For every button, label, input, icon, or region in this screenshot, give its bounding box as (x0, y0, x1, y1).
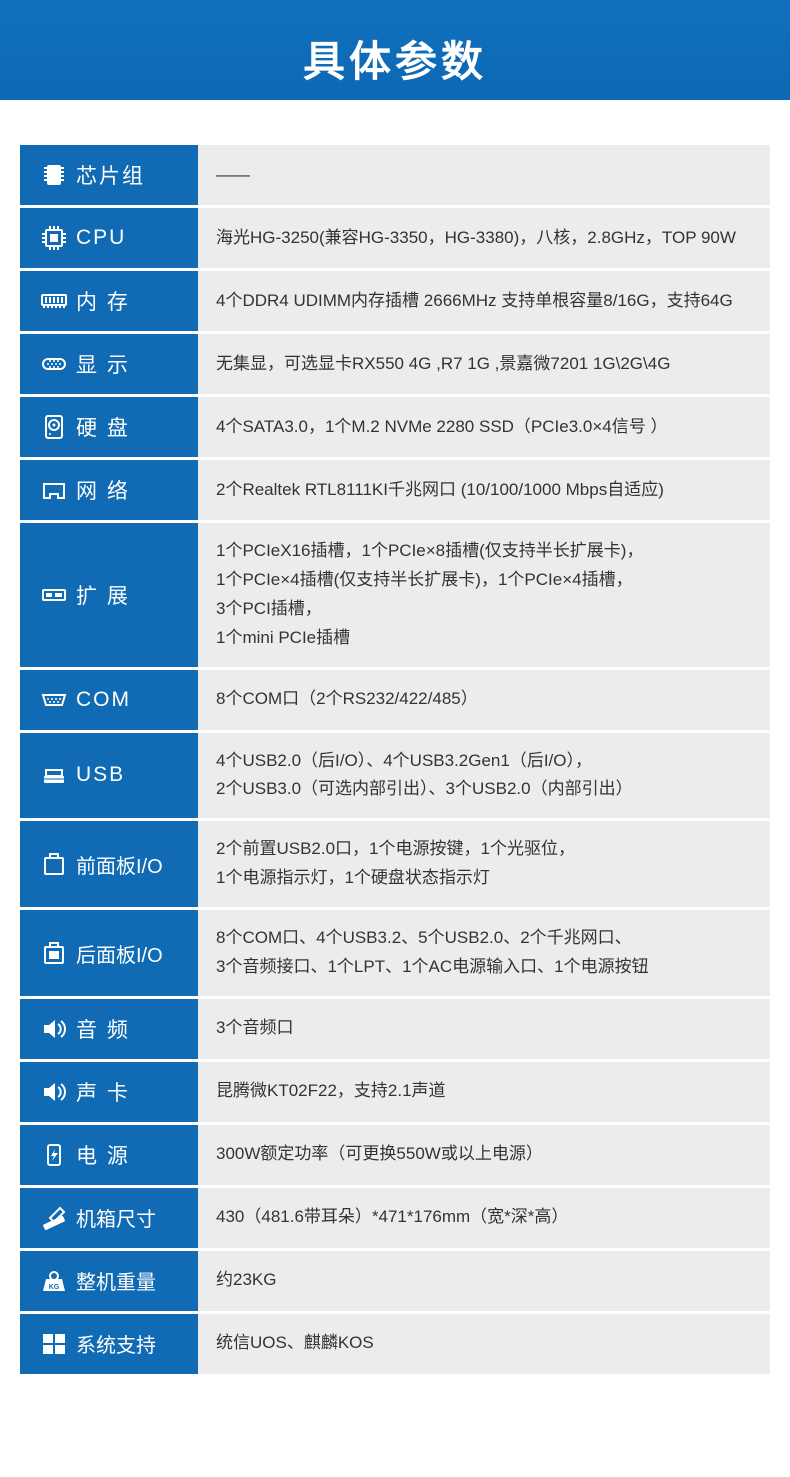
spec-row: 电 源 300W额定功率（可更换550W或以上电源） (20, 1122, 770, 1185)
spec-row: 声 卡 昆腾微KT02F22，支持2.1声道 (20, 1059, 770, 1122)
chip-icon (32, 159, 76, 191)
audio-icon (32, 1013, 76, 1045)
spec-label-cell: 音 频 (20, 999, 198, 1059)
vga-icon (32, 348, 76, 380)
spec-row: 系统支持 统信UOS、麒麟KOS (20, 1311, 770, 1374)
spec-row: USB 4个USB2.0（后I/O）、4个USB3.2Gen1（后I/O）， 2个… (20, 730, 770, 819)
spec-label-cell: USB (20, 733, 198, 819)
spec-label: 扩 展 (76, 580, 130, 610)
spec-value: —— (198, 145, 770, 205)
spec-value: 300W额定功率（可更换550W或以上电源） (198, 1125, 770, 1185)
spec-label: 显 示 (76, 349, 130, 379)
spec-label-cell: 系统支持 (20, 1314, 198, 1374)
spec-value: 约23KG (198, 1251, 770, 1311)
hdd-icon (32, 411, 76, 443)
spec-label: 前面板I/O (76, 850, 163, 879)
spec-label-cell: 硬 盘 (20, 397, 198, 457)
weight-icon: KG (32, 1265, 76, 1297)
spec-label: 整机重量 (76, 1266, 156, 1295)
spec-value: 4个USB2.0（后I/O）、4个USB3.2Gen1（后I/O）， 2个USB… (198, 733, 770, 819)
spec-label: USB (76, 763, 125, 787)
spec-label-cell: 芯片组 (20, 145, 198, 205)
spec-row: 芯片组 —— (20, 145, 770, 205)
spec-value: 无集显，可选显卡RX550 4G ,R7 1G ,景嘉微7201 1G\2G\4… (198, 334, 770, 394)
page-subtitle: 多种配置可选 可按需求定制 (0, 97, 790, 123)
spec-label-cell: 机箱尺寸 (20, 1188, 198, 1248)
os-icon (32, 1328, 76, 1360)
spec-label-cell: 电 源 (20, 1125, 198, 1185)
spec-label: 后面板I/O (76, 939, 163, 968)
spec-table: 芯片组 —— CPU 海光HG-3250(兼容HG-3350，HG-3380)，八核，… (0, 145, 790, 1414)
expand-icon (32, 579, 76, 611)
spec-label-cell: CPU (20, 208, 198, 268)
spec-row: 后面板I/O 8个COM口、4个USB3.2、5个USB2.0、2个千兆网口、 3… (20, 907, 770, 996)
spec-row: 网 络 2个Realtek RTL8111KI千兆网口 (10/100/1000 … (20, 457, 770, 520)
svg-text:KG: KG (49, 1284, 60, 1291)
spec-value: 2个Realtek RTL8111KI千兆网口 (10/100/1000 Mbp… (198, 460, 770, 520)
usb-icon (32, 759, 76, 791)
spec-value: 8个COM口、4个USB3.2、5个USB2.0、2个千兆网口、 3个音频接口、… (198, 910, 770, 996)
spec-value: 2个前置USB2.0口，1个电源按键，1个光驱位， 1个电源指示灯，1个硬盘状态… (198, 821, 770, 907)
rear-icon (32, 937, 76, 969)
spec-row: 音 频 3个音频口 (20, 996, 770, 1059)
spec-label-cell: 内 存 (20, 271, 198, 331)
spec-value: 4个SATA3.0，1个M.2 NVMe 2280 SSD（PCIe3.0×4信… (198, 397, 770, 457)
spec-row: COM 8个COM口（2个RS232/422/485） (20, 667, 770, 730)
spec-row: CPU 海光HG-3250(兼容HG-3350，HG-3380)，八核，2.8GH… (20, 205, 770, 268)
size-icon (32, 1202, 76, 1234)
net-icon (32, 474, 76, 506)
power-icon (32, 1139, 76, 1171)
spec-label-cell: 后面板I/O (20, 910, 198, 996)
front-icon (32, 848, 76, 880)
spec-label: 硬 盘 (76, 412, 130, 442)
spec-value: 昆腾微KT02F22，支持2.1声道 (198, 1062, 770, 1122)
spec-value: 3个音频口 (198, 999, 770, 1059)
spec-row: 硬 盘 4个SATA3.0，1个M.2 NVMe 2280 SSD（PCIe3.… (20, 394, 770, 457)
spec-value: 统信UOS、麒麟KOS (198, 1314, 770, 1374)
cpu-icon (32, 222, 76, 254)
spec-value: 海光HG-3250(兼容HG-3350，HG-3380)，八核，2.8GHz，T… (198, 208, 770, 268)
spec-label-cell: 前面板I/O (20, 821, 198, 907)
spec-row: 前面板I/O 2个前置USB2.0口，1个电源按键，1个光驱位， 1个电源指示灯，… (20, 818, 770, 907)
spec-value: 1个PCIeX16插槽，1个PCIe×8插槽(仅支持半长扩展卡)， 1个PCIe… (198, 523, 770, 667)
spec-label: 内 存 (76, 286, 130, 316)
spec-row: 机箱尺寸 430（481.6带耳朵）*471*176mm（宽*深*高） (20, 1185, 770, 1248)
header: 具体参数 多种配置可选 可按需求定制 (0, 0, 790, 145)
spec-label-cell: 扩 展 (20, 523, 198, 667)
spec-label: 系统支持 (76, 1329, 156, 1358)
spec-value: 8个COM口（2个RS232/422/485） (198, 670, 770, 730)
spec-label: 声 卡 (76, 1077, 130, 1107)
spec-label: 电 源 (76, 1140, 130, 1170)
page-title: 具体参数 (0, 28, 790, 89)
spec-value: 430（481.6带耳朵）*471*176mm（宽*深*高） (198, 1188, 770, 1248)
com-icon (32, 684, 76, 716)
spec-row: 内 存 4个DDR4 UDIMM内存插槽 2666MHz 支持单根容量8/16G，… (20, 268, 770, 331)
spec-label: 音 频 (76, 1014, 130, 1044)
spec-label-cell: COM (20, 670, 198, 730)
spec-label: 网 络 (76, 475, 130, 505)
sound-icon (32, 1076, 76, 1108)
spec-row: KG 整机重量 约23KG (20, 1248, 770, 1311)
spec-label: CPU (76, 226, 126, 250)
spec-value: 4个DDR4 UDIMM内存插槽 2666MHz 支持单根容量8/16G，支持6… (198, 271, 770, 331)
spec-label-cell: 声 卡 (20, 1062, 198, 1122)
ram-icon (32, 285, 76, 317)
spec-row: 扩 展 1个PCIeX16插槽，1个PCIe×8插槽(仅支持半长扩展卡)， 1个P… (20, 520, 770, 667)
spec-label: COM (76, 688, 131, 712)
spec-label: 芯片组 (76, 160, 145, 190)
spec-label-cell: 网 络 (20, 460, 198, 520)
spec-label-cell: KG 整机重量 (20, 1251, 198, 1311)
spec-label-cell: 显 示 (20, 334, 198, 394)
spec-row: 显 示 无集显，可选显卡RX550 4G ,R7 1G ,景嘉微7201 1G\2… (20, 331, 770, 394)
spec-label: 机箱尺寸 (76, 1203, 156, 1232)
